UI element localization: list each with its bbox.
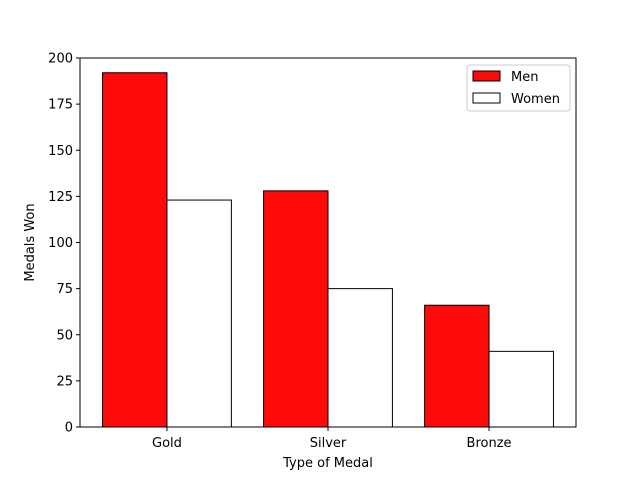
y-axis-label: Medals Won [23, 203, 38, 281]
y-tick-label: 25 [56, 374, 73, 389]
bar-men-bronze [424, 304, 490, 428]
legend-swatch-men [472, 70, 501, 82]
y-tick-label: 150 [48, 144, 73, 159]
y-axis-ticks: 0 25 50 75 100 125 150 175 200 [48, 52, 80, 436]
bar-men-silver [263, 190, 329, 428]
x-axis-label: Type of Medal [282, 456, 373, 471]
bar-women-silver [327, 288, 393, 428]
y-tick-label: 125 [48, 190, 73, 205]
y-tick-label: 175 [48, 98, 73, 113]
y-tick-label: 75 [56, 282, 73, 297]
x-tick-label-gold: Gold [152, 436, 182, 451]
x-tick-label-silver: Silver [310, 436, 347, 451]
y-tick-label: 100 [48, 236, 73, 251]
x-axis-ticks: Gold Silver Bronze [152, 427, 512, 451]
y-tick-label: 0 [65, 421, 73, 436]
legend: Men Women [466, 64, 571, 112]
y-tick-label: 200 [48, 52, 73, 67]
bars-layer [102, 72, 554, 428]
legend-label-men: Men [511, 70, 538, 85]
bar-women-bronze [488, 350, 554, 428]
y-tick-label: 50 [56, 328, 73, 343]
legend-label-women: Women [511, 92, 560, 107]
x-tick-label-bronze: Bronze [467, 436, 512, 451]
bar-men-gold [102, 72, 168, 428]
legend-swatch-women [472, 92, 501, 104]
bar-women-gold [166, 199, 232, 428]
